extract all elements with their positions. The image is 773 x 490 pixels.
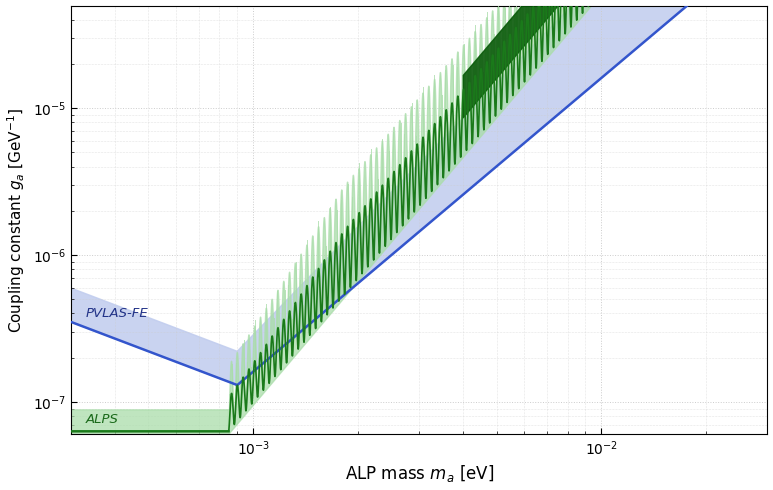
Y-axis label: Coupling constant $g_a$ [GeV$^{-1}$]: Coupling constant $g_a$ [GeV$^{-1}$] xyxy=(5,107,27,333)
Text: PVLAS-FE: PVLAS-FE xyxy=(86,307,148,319)
X-axis label: ALP mass $m_a$ [eV]: ALP mass $m_a$ [eV] xyxy=(345,464,494,485)
Text: ALPS: ALPS xyxy=(86,413,118,426)
